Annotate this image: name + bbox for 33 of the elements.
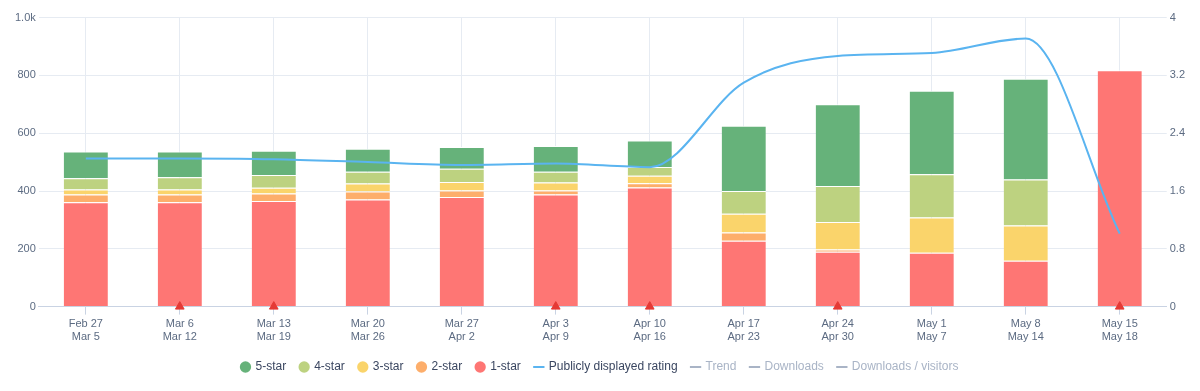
y-tick-label: 1.0k bbox=[14, 10, 37, 23]
y-tick-label: 200 bbox=[17, 241, 36, 254]
x-tick-label: Apr 17 Apr 23 bbox=[727, 317, 760, 343]
y-tick-label: 0 bbox=[29, 299, 36, 312]
legend-label: 3-star bbox=[372, 359, 404, 374]
x-tick-label: Apr 3 Apr 9 bbox=[542, 317, 569, 343]
legend-label: Publicly displayed rating bbox=[548, 359, 678, 374]
legend-label: 5-star bbox=[255, 359, 287, 374]
y2-tick-label: 0.8 bbox=[1169, 241, 1186, 254]
y-tick-label: 400 bbox=[17, 184, 36, 197]
legend-label: Downloads / visitors bbox=[851, 359, 959, 374]
x-tick-label: May 15 May 18 bbox=[1101, 317, 1138, 343]
x-tick-label: Mar 20 Mar 26 bbox=[350, 317, 385, 343]
x-tick-label: May 1 May 7 bbox=[916, 317, 947, 343]
x-tick-label: May 8 May 14 bbox=[1007, 317, 1044, 343]
legend-label: 1-star bbox=[490, 359, 521, 374]
legend-label: Trend bbox=[705, 359, 737, 374]
x-tick-label: Feb 27 Mar 5 bbox=[68, 317, 103, 343]
legend-label: 4-star bbox=[314, 359, 345, 374]
y2-tick-label: 1.6 bbox=[1169, 184, 1186, 197]
y2-tick-label: 4 bbox=[1169, 10, 1176, 23]
legend-label: Downloads bbox=[764, 359, 824, 374]
x-tick-label: Mar 6 Mar 12 bbox=[162, 317, 197, 343]
x-tick-label: Apr 24 Apr 30 bbox=[821, 317, 854, 343]
y2-tick-label: 0 bbox=[1169, 299, 1176, 312]
legend-label: 2-star bbox=[431, 359, 463, 374]
y-tick-label: 600 bbox=[17, 126, 36, 139]
y2-tick-label: 2.4 bbox=[1169, 126, 1186, 139]
x-tick-label: Mar 27 Apr 2 bbox=[444, 317, 479, 343]
y2-tick-label: 3.2 bbox=[1169, 68, 1186, 81]
x-tick-label: Mar 13 Mar 19 bbox=[256, 317, 291, 343]
x-tick-label: Apr 10 Apr 16 bbox=[633, 317, 666, 343]
y-tick-label: 800 bbox=[17, 68, 36, 81]
